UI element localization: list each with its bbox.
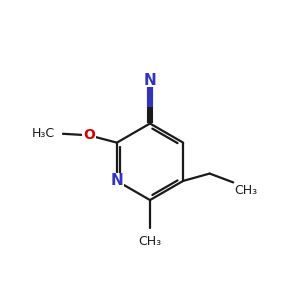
Text: CH₃: CH₃: [138, 235, 162, 248]
Text: N: N: [110, 173, 123, 188]
Text: CH₃: CH₃: [235, 184, 258, 197]
Text: N: N: [144, 73, 156, 88]
Text: O: O: [83, 128, 95, 142]
Text: H₃C: H₃C: [32, 127, 55, 140]
